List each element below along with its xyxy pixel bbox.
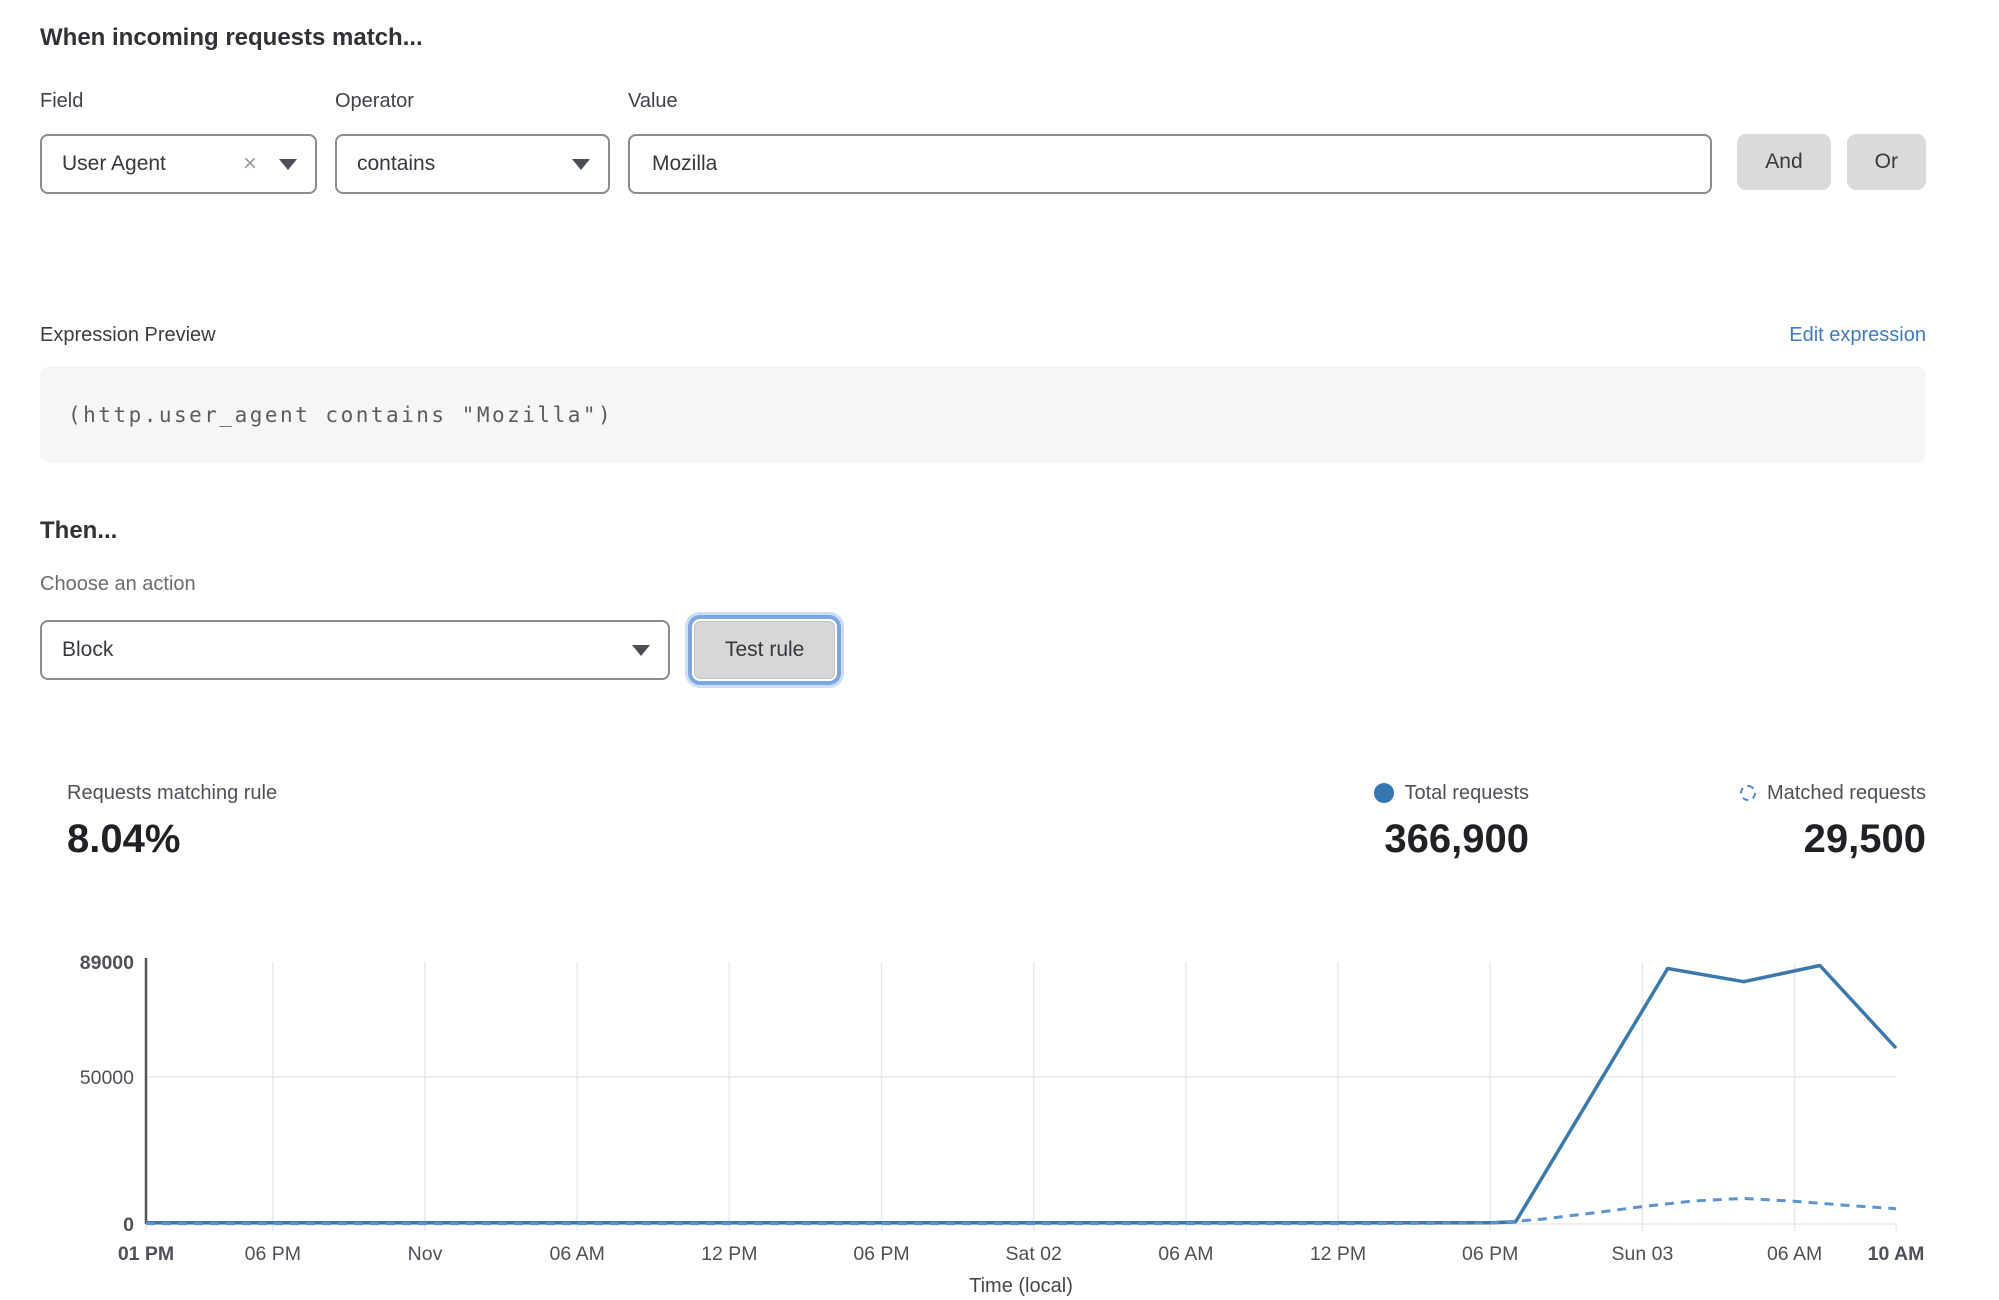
and-button[interactable]: And	[1737, 134, 1831, 190]
expression-preview-label: Expression Preview	[40, 324, 216, 346]
matched-requests-stat: Matched requests 29,500	[1740, 780, 1926, 862]
svg-text:Sat 02: Sat 02	[1006, 1243, 1062, 1265]
field-select-value: User Agent	[62, 152, 166, 175]
svg-text:Nov: Nov	[408, 1243, 443, 1265]
total-requests-legend: Total requests	[1373, 780, 1530, 806]
operator-group: Operator contains	[335, 88, 610, 194]
matched-requests-legend: Matched requests	[1740, 780, 1926, 806]
svg-text:06 AM: 06 AM	[1767, 1243, 1822, 1265]
svg-text:06 AM: 06 AM	[1158, 1243, 1213, 1265]
total-requests-value: 366,900	[1384, 817, 1530, 861]
matched-requests-value: 29,500	[1803, 817, 1926, 861]
clear-field-icon[interactable]: ×	[242, 150, 257, 177]
matching-rule-label: Requests matching rule	[67, 782, 278, 804]
action-select-value: Block	[62, 638, 114, 661]
then-heading: Then...	[40, 517, 118, 544]
choose-action-label: Choose an action	[40, 573, 196, 595]
action-row: Block Test rule	[40, 620, 1926, 680]
rule-builder-row: Field User Agent × Operator contains Val…	[40, 88, 1926, 194]
expression-code: (http.user_agent contains "Mozilla")	[68, 402, 614, 427]
svg-text:89000: 89000	[80, 952, 134, 974]
field-label: Field	[40, 90, 84, 112]
matching-rule-value: 8.04%	[67, 817, 181, 861]
svg-text:Time (local): Time (local)	[969, 1275, 1073, 1297]
svg-text:50000: 50000	[80, 1067, 134, 1089]
svg-text:12 PM: 12 PM	[1310, 1243, 1366, 1265]
expression-preview-header: Expression Preview Edit expression	[40, 322, 1926, 348]
dashed-circle-icon	[1740, 785, 1757, 801]
and-or-buttons: And Or	[1737, 134, 1926, 194]
operator-label: Operator	[335, 90, 414, 112]
total-requests-stat: Total requests 366,900	[1373, 780, 1530, 862]
operator-select-value: contains	[357, 152, 436, 175]
svg-text:06 PM: 06 PM	[853, 1243, 909, 1265]
svg-text:10 AM: 10 AM	[1868, 1243, 1925, 1265]
test-rule-button[interactable]: Test rule	[694, 621, 836, 679]
match-heading: When incoming requests match...	[40, 24, 423, 51]
total-requests-label: Total requests	[1404, 782, 1530, 804]
svg-text:06 PM: 06 PM	[245, 1243, 301, 1265]
expression-preview-box: (http.user_agent contains "Mozilla")	[40, 366, 1926, 463]
svg-text:0: 0	[123, 1214, 134, 1236]
filled-circle-icon	[1373, 783, 1394, 803]
svg-text:12 PM: 12 PM	[701, 1243, 757, 1265]
svg-text:01 PM: 01 PM	[118, 1243, 174, 1265]
chevron-down-icon	[572, 158, 590, 170]
chevron-down-icon	[632, 644, 650, 656]
field-select[interactable]: User Agent ×	[40, 134, 317, 194]
value-input[interactable]	[628, 134, 1713, 194]
value-group: Value	[628, 88, 1713, 194]
svg-text:06 PM: 06 PM	[1462, 1243, 1518, 1265]
requests-line-chart: 01 PM 06 PM Nov 06 AM 12 PM 06 PM Sat 02 06 AM 1…	[80, 952, 1925, 1297]
svg-text:Sun 03: Sun 03	[1611, 1243, 1673, 1265]
matched-requests-label: Matched requests	[1767, 782, 1926, 804]
operator-select[interactable]: contains	[335, 134, 610, 194]
edit-expression-link[interactable]: Edit expression	[1789, 324, 1926, 346]
requests-chart: 01 PM 06 PM Nov 06 AM 12 PM 06 PM Sat 02 06 AM 1…	[60, 948, 1926, 1300]
requests-matching-stat: Requests matching rule 8.04%	[40, 780, 1374, 862]
stats-row: Requests matching rule 8.04% Total reque…	[40, 780, 1926, 862]
action-select[interactable]: Block	[40, 620, 670, 680]
chevron-down-icon	[279, 158, 297, 170]
field-group: Field User Agent ×	[40, 88, 317, 194]
or-button[interactable]: Or	[1846, 134, 1926, 190]
value-label: Value	[628, 90, 678, 112]
svg-text:06 AM: 06 AM	[550, 1243, 605, 1265]
